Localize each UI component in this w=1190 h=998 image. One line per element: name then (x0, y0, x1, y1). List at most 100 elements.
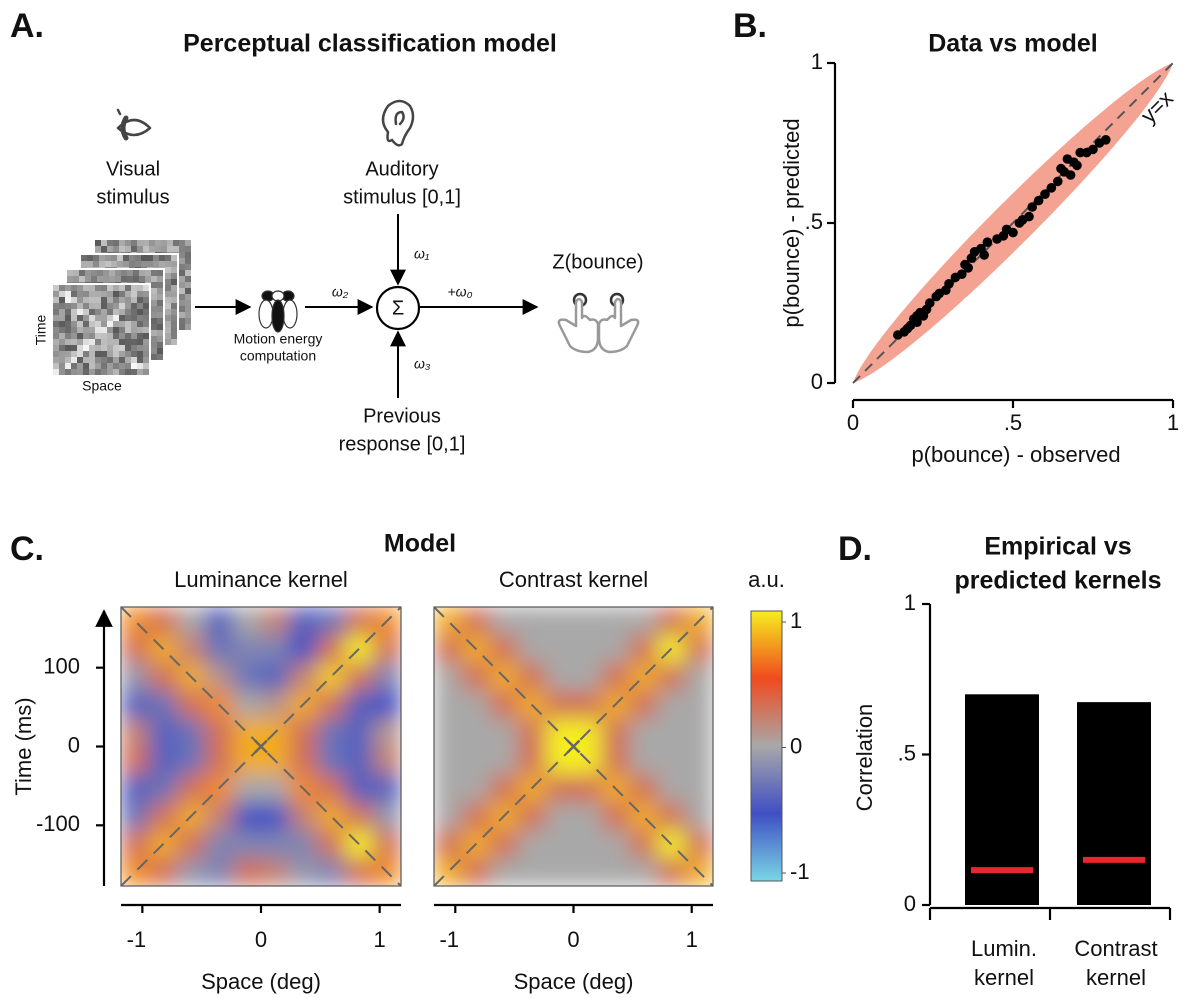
heatmap-cell (657, 690, 686, 720)
noise-cell (71, 309, 77, 315)
noise-cell (119, 297, 125, 303)
x-axis-label: Space (deg) (514, 969, 634, 994)
heatmap-cell (345, 718, 374, 747)
noise-cell (137, 297, 143, 303)
noise-cell (143, 345, 149, 351)
heatmap-cell (434, 746, 463, 775)
noise-cell (95, 327, 101, 333)
point (1065, 170, 1076, 180)
heatmap-cell (345, 802, 374, 831)
heatmap-cell (601, 607, 630, 636)
noise-cell (83, 315, 89, 321)
noise-cell (83, 339, 89, 345)
heatmap-cell (573, 802, 602, 831)
heatmap-cell (289, 634, 318, 664)
noise-cell (157, 270, 163, 276)
colorbar-tick-label: -1 (790, 859, 810, 884)
noise-cell (165, 315, 171, 321)
heatmap-cell (261, 830, 290, 859)
heatmap-cell (233, 774, 262, 803)
heatmap-cell (317, 830, 346, 859)
noise-cell (85, 270, 91, 276)
heatmap-cell (489, 858, 519, 887)
noise-cell (53, 285, 59, 291)
heatmap-cell (489, 830, 519, 859)
point (957, 269, 967, 280)
heatmap-cell (461, 662, 491, 692)
heatmap-cell (629, 830, 658, 859)
noise-cell (119, 285, 125, 291)
noise-cell (101, 246, 107, 252)
noise-cell (113, 321, 119, 327)
heatmap-cell (345, 690, 374, 720)
heatmap-cell (121, 774, 150, 803)
diagram: A. Perceptual classification model Visua… (10, 7, 644, 455)
noise-cell (151, 306, 157, 312)
y-tick-label: 1 (904, 590, 916, 615)
diagram-title: Perceptual classification model (183, 30, 557, 58)
noise-cell (89, 309, 95, 315)
node-label: response [0,1] (339, 433, 466, 455)
noise-cell (77, 309, 83, 315)
response-hands (557, 292, 640, 354)
noise-cell (179, 258, 185, 264)
heatmap-cell (261, 634, 290, 664)
noise-cell (89, 357, 95, 363)
noise-cell (165, 321, 171, 327)
point (1046, 183, 1057, 193)
noise-cell (171, 291, 177, 297)
noise-cell (71, 333, 77, 339)
output-label: Z(bounce) (552, 251, 643, 273)
noise-cell (65, 339, 71, 345)
noise-cell (145, 270, 151, 276)
noise-cell (137, 303, 143, 309)
noise-cell (77, 333, 83, 339)
noise-cell (59, 345, 65, 351)
noise-cell (101, 285, 107, 291)
noise-cell (83, 291, 89, 297)
noise-cell (125, 345, 131, 351)
noise-cell (129, 261, 135, 267)
noise-cell (151, 312, 157, 318)
noise-cell (171, 321, 177, 327)
heatmap-cell (205, 802, 234, 831)
noise-cell (151, 276, 157, 282)
x-tick-label: 1 (686, 927, 698, 952)
noise-cell (101, 345, 107, 351)
noise-cell (89, 333, 95, 339)
noise-cell (119, 315, 125, 321)
heatmap-cell (657, 746, 686, 775)
heatmap-cell (121, 662, 150, 692)
noise-cell (83, 369, 89, 375)
noise-cell (113, 303, 119, 309)
noise-cell (65, 309, 71, 315)
noise-cell (97, 276, 103, 282)
noise-cell (53, 345, 59, 351)
noise-cell (59, 315, 65, 321)
heatmap-cell (489, 774, 519, 803)
y-tick-label: .5 (805, 209, 823, 234)
point (1024, 211, 1034, 222)
noise-cell (83, 357, 89, 363)
noise-cell (143, 285, 149, 291)
point (1072, 160, 1082, 171)
noise-cell (67, 270, 73, 276)
heatmap-cell (461, 858, 491, 887)
noise-cell (125, 309, 131, 315)
colorbar-label: a.u. (748, 567, 785, 592)
heatmap-frame (120, 606, 402, 887)
noise-cell (157, 276, 163, 282)
noise-cell (53, 309, 59, 315)
noise-cell (113, 357, 119, 363)
noise-cell (111, 255, 117, 261)
x-tick-label: 0 (567, 927, 579, 952)
noise-cell (185, 324, 191, 330)
heatmap-cell (205, 634, 234, 664)
noise-cell (105, 255, 111, 261)
noise-cell (119, 291, 125, 297)
noise-cell (107, 363, 113, 369)
heatmap-cell (149, 607, 178, 636)
noise-cell (125, 285, 131, 291)
node-label: stimulus [0,1] (343, 186, 461, 208)
noise-cell (117, 255, 123, 261)
